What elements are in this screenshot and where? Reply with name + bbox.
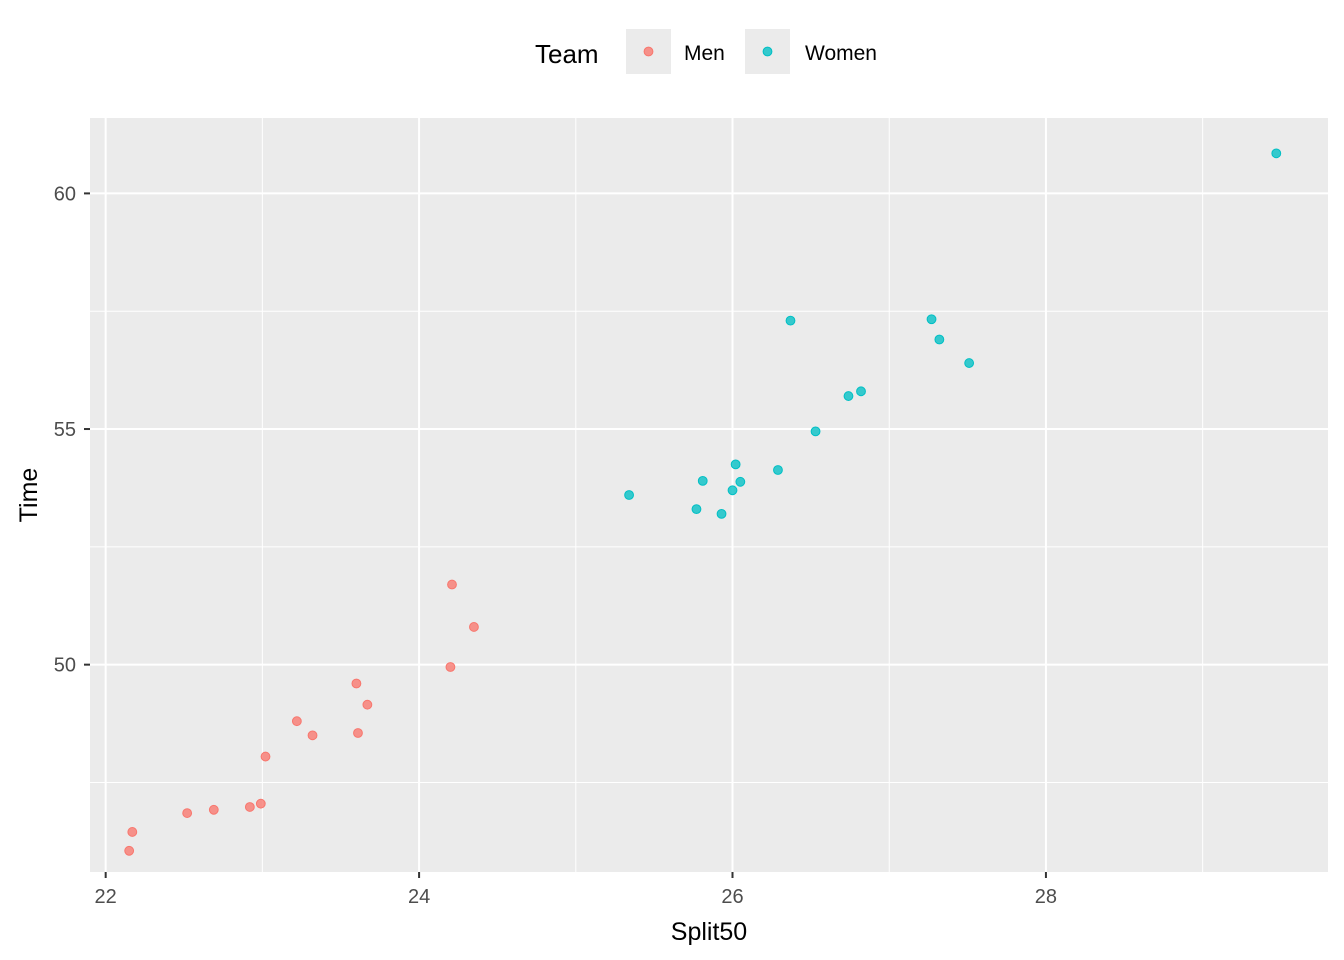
data-point-men bbox=[127, 827, 138, 837]
data-point-men bbox=[244, 802, 255, 812]
data-point-women bbox=[773, 465, 783, 475]
data-point-women bbox=[785, 315, 796, 326]
data-point-women bbox=[856, 386, 866, 397]
data-point-men bbox=[447, 579, 457, 590]
legend-entries: Men Women bbox=[626, 29, 877, 74]
legend: Team Men Women bbox=[535, 29, 877, 74]
data-point-men bbox=[291, 716, 302, 727]
data-point-men bbox=[353, 728, 363, 738]
data-point-women bbox=[691, 504, 702, 515]
x-axis: 22 24 26 28 bbox=[95, 872, 1057, 908]
legend-marker-women bbox=[762, 46, 773, 57]
data-point-women bbox=[843, 391, 854, 401]
y-axis-title: Time bbox=[15, 468, 43, 523]
grid-minor bbox=[90, 118, 1328, 872]
legend-title: Team bbox=[535, 39, 599, 69]
data-point-men bbox=[124, 845, 135, 856]
data-point-women bbox=[716, 508, 727, 519]
y-axis: 50 55 60 bbox=[54, 183, 90, 677]
y-tick-label: 60 bbox=[54, 183, 76, 205]
data-point-women bbox=[735, 476, 746, 487]
data-point-women bbox=[624, 490, 634, 500]
data-point-women bbox=[810, 426, 821, 437]
x-tick-label: 24 bbox=[408, 886, 430, 908]
data-point-women bbox=[964, 358, 975, 368]
data-point-men bbox=[362, 699, 373, 710]
data-point-men bbox=[445, 662, 456, 672]
data-points bbox=[124, 148, 1282, 856]
data-point-men bbox=[260, 751, 271, 762]
data-point-men bbox=[208, 804, 219, 815]
x-tick-label: 26 bbox=[721, 886, 743, 908]
y-tick-label: 55 bbox=[54, 419, 76, 441]
grid-major bbox=[90, 118, 1328, 872]
legend-marker-men bbox=[643, 46, 654, 57]
x-tick-label: 22 bbox=[95, 886, 117, 908]
x-axis-title: Split50 bbox=[671, 918, 747, 946]
data-point-men bbox=[182, 808, 193, 818]
data-point-women bbox=[926, 314, 937, 325]
data-point-women bbox=[1271, 148, 1282, 159]
data-point-women bbox=[727, 485, 738, 496]
data-point-women bbox=[697, 475, 708, 486]
data-point-women bbox=[730, 459, 741, 470]
plot-panel bbox=[90, 118, 1328, 872]
data-point-men bbox=[351, 678, 362, 689]
y-tick-label: 50 bbox=[54, 655, 76, 677]
legend-label-men: Men bbox=[684, 42, 725, 65]
data-point-men bbox=[255, 798, 266, 809]
data-point-women bbox=[934, 334, 945, 345]
legend-label-women: Women bbox=[805, 42, 877, 65]
x-tick-label: 28 bbox=[1035, 886, 1057, 908]
data-point-men bbox=[307, 730, 318, 741]
data-point-men bbox=[469, 622, 479, 632]
